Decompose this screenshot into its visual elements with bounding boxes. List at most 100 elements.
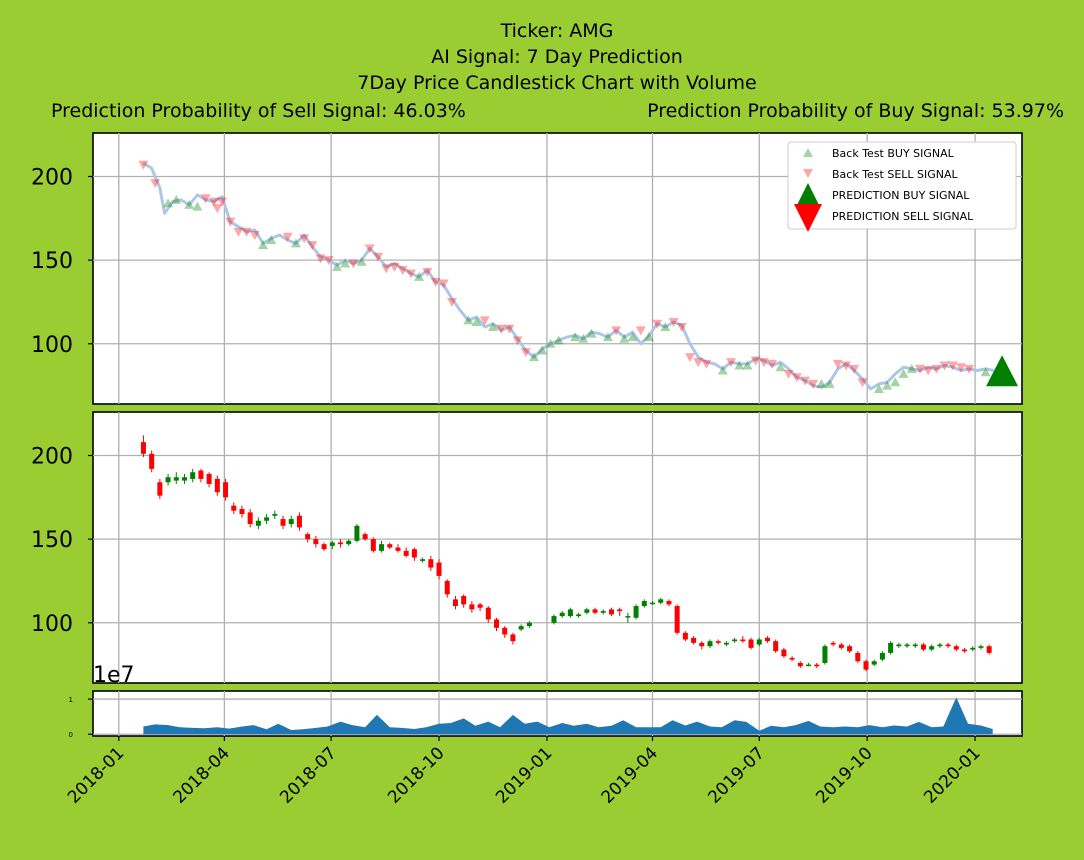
candle [641, 599, 647, 608]
candle [370, 537, 376, 553]
backtest-buy-marker [906, 363, 917, 373]
x-tick-label: 2018-01 [64, 743, 128, 807]
candle [879, 651, 885, 662]
candle [904, 642, 910, 648]
backtest-sell-marker [701, 359, 712, 369]
backtest-sell-marker [397, 266, 408, 276]
candle-body [715, 641, 721, 643]
candle-body [337, 542, 343, 545]
backtest-sell-marker [422, 267, 433, 277]
candle [321, 542, 327, 551]
candle-body [198, 470, 204, 479]
backtest-sell-marker [307, 241, 318, 251]
backtest-sell-marker [208, 197, 219, 207]
title-line-2: AI Signal: 7 Day Prediction [431, 46, 683, 68]
candle-body [436, 562, 442, 576]
candle [699, 641, 705, 650]
price-y-tick-label: 150 [31, 249, 73, 274]
backtest-sell-marker [611, 326, 622, 336]
candle [847, 644, 853, 653]
legend-bt-sell-label: Back Test SELL SIGNAL [832, 168, 959, 181]
backtest-sell-marker [676, 323, 687, 333]
candle [929, 644, 935, 652]
candle-body [510, 634, 516, 642]
candle-body [838, 644, 844, 648]
backtest-buy-marker [331, 261, 342, 271]
candle-body [929, 646, 935, 650]
backtest-buy-marker [660, 322, 671, 332]
candle-body [264, 517, 270, 521]
x-tick-label: 2018-10 [384, 743, 448, 807]
title-line-3: 7Day Price Candlestick Chart with Volume [357, 72, 756, 94]
candle-body [592, 609, 598, 613]
candle-body [699, 642, 705, 647]
legend-pred-buy-label: PREDICTION BUY SIGNAL [832, 189, 970, 202]
candle [838, 642, 844, 650]
candle-body [477, 604, 483, 608]
candle [740, 636, 746, 643]
backtest-buy-marker [570, 332, 581, 342]
candle [970, 646, 976, 652]
price-y-tick-label: 200 [31, 165, 73, 190]
candle-body [173, 477, 179, 481]
backtest-sell-marker [241, 227, 252, 237]
candle-body [682, 632, 688, 640]
backtest-buy-marker [627, 332, 638, 342]
candle-body [855, 652, 861, 662]
candle-body [797, 662, 803, 667]
candle-y-tick-label: 200 [31, 444, 73, 469]
x-axis: 2018-01 2018-04 2018-07 2018-10 2019-01 2019-… [64, 736, 985, 808]
candle [264, 514, 270, 525]
candle [962, 647, 968, 653]
candle [477, 602, 483, 612]
legend-pred-sell-marker [794, 204, 822, 232]
x-tick-label: 2020-01 [920, 743, 984, 807]
candle [305, 532, 311, 543]
candle [149, 450, 155, 473]
candle-body [937, 644, 943, 647]
candle-body [461, 596, 467, 605]
candle-body [789, 657, 795, 660]
candle-body [584, 609, 590, 613]
candle-body [608, 609, 614, 615]
candle-body [871, 661, 877, 665]
backtest-sell-marker [832, 359, 843, 369]
backtest-sell-marker [964, 364, 975, 374]
candle [756, 637, 762, 647]
candle-body [346, 540, 352, 545]
candle [682, 631, 688, 642]
candle-body [485, 607, 491, 620]
candle [732, 637, 738, 643]
candle [855, 651, 861, 663]
backtest-sell-marker [758, 358, 769, 368]
price-y-tick-label: 100 [31, 333, 73, 358]
backtest-sell-marker [923, 366, 934, 376]
backtest-buy-marker [553, 335, 564, 345]
backtest-sell-marker [405, 269, 416, 279]
backtest-sell-marker [212, 204, 223, 214]
candle [157, 478, 163, 499]
backtest-buy-marker [602, 332, 613, 342]
backtest-sell-marker [200, 194, 211, 204]
backtest-sell-marker [496, 324, 507, 334]
backtest-sell-marker [783, 369, 794, 379]
candle-body [633, 606, 639, 618]
candle-body [214, 478, 220, 493]
backtest-buy-marker [537, 345, 548, 355]
candle [181, 473, 187, 484]
candle [140, 435, 146, 458]
candle [494, 617, 500, 632]
backtest-buy-marker [529, 352, 540, 362]
candle [797, 661, 803, 668]
backtest-buy-marker [898, 368, 909, 378]
candle [781, 647, 787, 658]
backtest-sell-marker [947, 361, 958, 371]
backtest-buy-marker [463, 315, 474, 325]
candle [223, 478, 229, 501]
candle [666, 599, 672, 607]
backtest-sell-marker [693, 358, 704, 368]
candle-body [296, 515, 302, 528]
candle-body [723, 642, 729, 645]
backtest-buy-marker [873, 383, 884, 393]
candle [953, 644, 959, 652]
